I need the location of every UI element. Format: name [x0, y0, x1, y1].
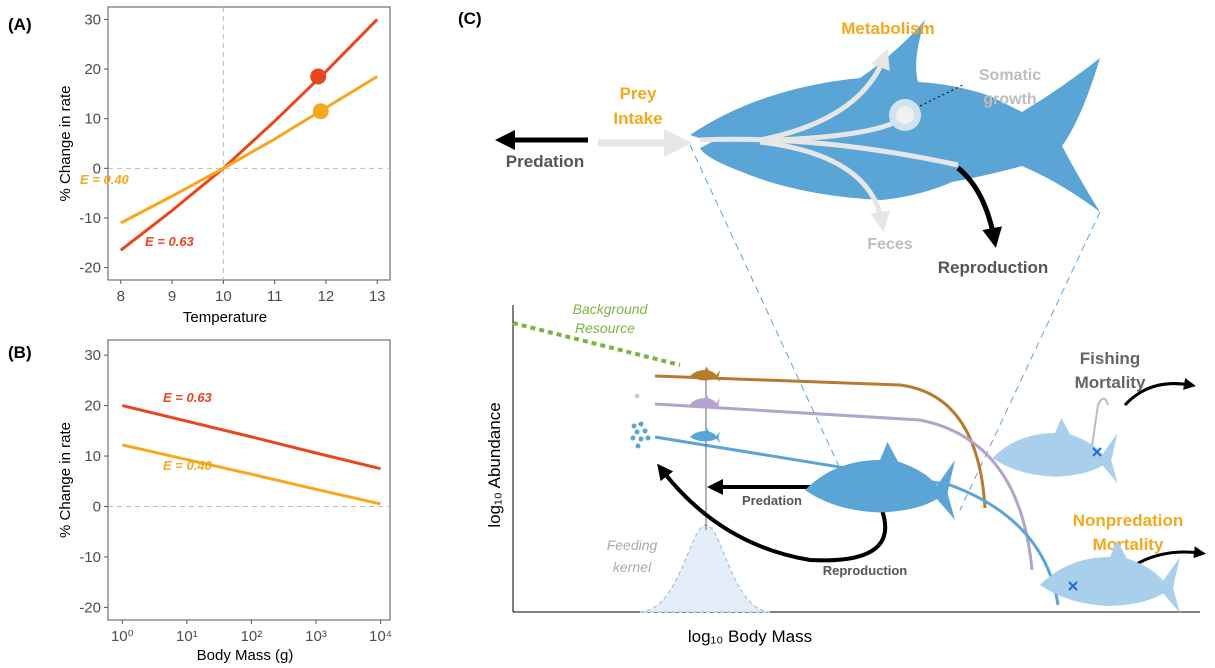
y-tick-label: 30	[84, 11, 101, 28]
label: Reproduction	[823, 563, 908, 578]
label: growth	[983, 91, 1036, 108]
label: Background	[573, 301, 649, 317]
series-label: E = 0.63	[145, 234, 195, 249]
y-tick-label: -10	[79, 210, 101, 227]
diagram: (C) Metabolism Somatic growth Prey Intak…	[458, 9, 1200, 646]
y-axis-title: % Change in rate	[57, 86, 74, 202]
panel-label: (B)	[8, 343, 32, 362]
point	[310, 68, 326, 84]
label: Metabolism	[841, 19, 935, 38]
series-label: E = 0.40	[80, 172, 130, 187]
feeding-kernel	[640, 525, 770, 612]
label: Resource	[575, 320, 635, 336]
figure: (C) Metabolism Somatic growth Prey Intak…	[0, 0, 1215, 668]
x-tick-label: 10³	[305, 628, 327, 645]
x-tick-label: 10¹	[176, 628, 198, 645]
x-tick-label: 10⁴	[369, 628, 392, 645]
x-tick-label: 9	[168, 288, 176, 305]
fish	[805, 442, 955, 520]
y-tick-label: -20	[79, 599, 101, 616]
label: Reproduction	[938, 258, 1049, 277]
growth-node	[896, 106, 914, 124]
y-tick-label: 0	[93, 498, 101, 515]
fish	[690, 427, 720, 443]
x-tick-label: 8	[117, 288, 125, 305]
larva	[635, 394, 640, 399]
y-tick-label: -10	[79, 549, 101, 566]
x-tick-label: 13	[369, 288, 386, 305]
point	[313, 103, 329, 119]
plot-frame	[108, 340, 390, 620]
panel-label: (C)	[458, 9, 482, 28]
label: Predation	[506, 152, 584, 171]
series-line	[121, 19, 377, 250]
y-tick-label: 30	[84, 347, 101, 364]
x-tick-label: 10	[215, 288, 232, 305]
label: kernel	[613, 559, 652, 575]
y-tick-label: -20	[79, 260, 101, 277]
series-line	[122, 406, 380, 469]
eggs	[631, 422, 651, 449]
x-tick-label: 11	[267, 288, 283, 305]
label: Predation	[742, 493, 802, 508]
series-line	[122, 445, 380, 504]
label: Fishing	[1080, 349, 1140, 368]
x-tick-label: 12	[318, 288, 335, 305]
label: Somatic	[979, 67, 1041, 84]
label: Nonpredation	[1073, 511, 1184, 530]
x-axis-title: Temperature	[183, 309, 267, 326]
label: Feces	[867, 236, 912, 253]
y-tick-label: 20	[84, 398, 101, 415]
series-line	[121, 76, 377, 222]
series-label: E = 0.40	[163, 458, 213, 473]
panel-label: (A)	[8, 15, 32, 34]
y-tick-label: 10	[84, 111, 101, 128]
label: Feeding	[607, 537, 658, 553]
axis-title: log₁₀ Body Mass	[688, 627, 812, 646]
series-label: E = 0.63	[163, 390, 213, 405]
axis-title: log₁₀ Abundance	[485, 402, 504, 527]
x-axis-title: Body Mass (g)	[197, 647, 294, 664]
hook	[1092, 399, 1108, 447]
label: Prey	[620, 84, 657, 103]
y-tick-label: 20	[84, 61, 101, 78]
x-tick-label: 10⁰	[111, 628, 134, 645]
label: Intake	[613, 109, 662, 128]
y-axis-title: % Change in rate	[57, 422, 74, 538]
y-tick-label: 10	[84, 448, 101, 465]
label: Mortality	[1075, 373, 1146, 392]
x-tick-label: 10²	[241, 628, 263, 645]
label: Mortality	[1093, 535, 1164, 554]
